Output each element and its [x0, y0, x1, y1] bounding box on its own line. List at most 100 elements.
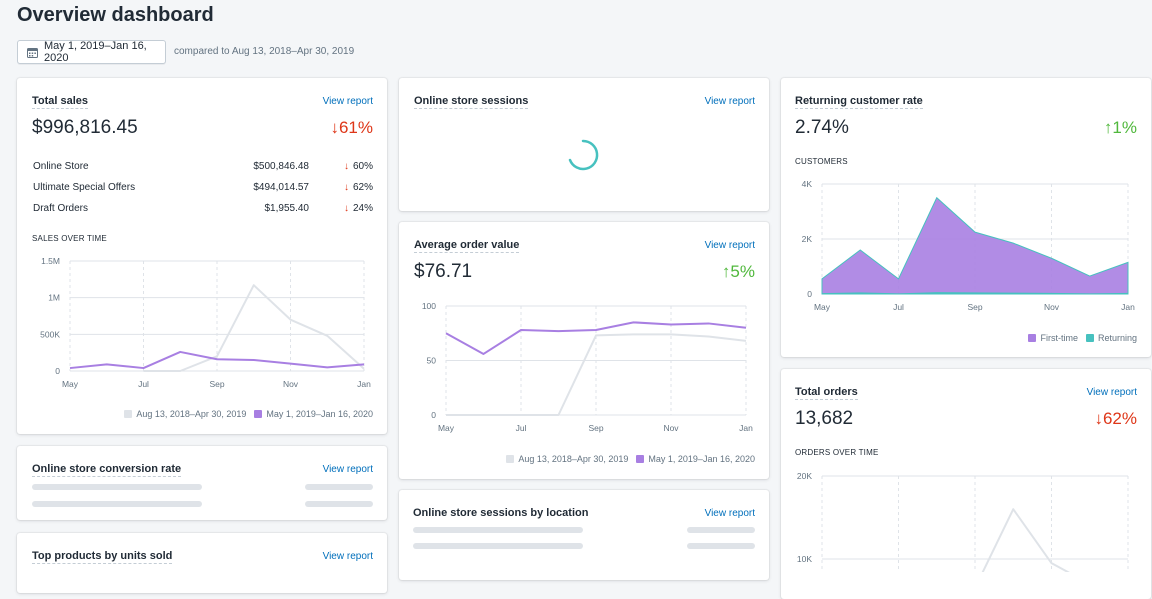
channel-row: Ultimate Special Offers $494,014.57 ↓ 62%	[33, 182, 373, 196]
series-line	[445, 321, 747, 355]
view-report-link[interactable]: View report	[704, 240, 755, 251]
page-title: Overview dashboard	[17, 4, 214, 26]
channel-value: $494,014.57	[253, 182, 309, 193]
orders-chart: 10K 20K	[797, 471, 1129, 572]
aov-value: $76.71	[414, 261, 473, 282]
loading-skeleton	[32, 501, 202, 507]
x-tick-label: Sep	[588, 423, 603, 433]
compare-text: compared to Aug 13, 2018–Apr 30, 2019	[174, 46, 355, 57]
total-orders-card: Total orders View report 13,682 ↓62% ORD…	[781, 369, 1151, 599]
arrow-down-icon: ↓	[343, 203, 349, 214]
y-tick-label: 20K	[797, 471, 812, 481]
view-report-link[interactable]: View report	[322, 96, 373, 107]
y-tick-label: 4K	[802, 179, 813, 189]
legend-label: May 1, 2019–Jan 16, 2020	[648, 454, 755, 464]
x-tick-label: Nov	[283, 379, 299, 389]
channel-name: Ultimate Special Offers	[33, 182, 136, 193]
y-tick-label: 2K	[802, 234, 813, 244]
loading-skeleton	[305, 501, 373, 507]
view-report-link[interactable]: View report	[1086, 387, 1137, 398]
channel-delta: ↓ 62%	[343, 182, 373, 193]
series-line	[446, 333, 747, 416]
series-area	[821, 196, 1129, 295]
legend-label: Aug 13, 2018–Apr 30, 2019	[136, 409, 247, 419]
arrow-down-icon: ↓	[343, 161, 349, 172]
channel-value: $1,955.40	[264, 203, 310, 214]
aov-chart: 0 50 100 May Jul Sep Nov Jan	[422, 301, 753, 433]
card-title: Average order value	[414, 239, 520, 253]
aov-delta: ↑5%	[721, 262, 755, 281]
card-title: Returning customer rate	[795, 95, 923, 109]
x-tick-label: Nov	[663, 423, 679, 433]
returning-customer-rate-card: Returning customer rate 2.74% ↑1% CUSTOM…	[781, 78, 1151, 357]
loading-skeleton	[687, 543, 755, 549]
y-tick-label: 50	[427, 356, 437, 366]
chart-heading: SALES OVER TIME	[32, 234, 107, 243]
arrow-down-icon: ↓	[1094, 409, 1103, 428]
loading-skeleton	[687, 527, 755, 533]
legend-swatch	[506, 455, 515, 463]
conversion-rate-card: Online store conversion rate View report	[17, 446, 387, 520]
y-tick-label: 0	[431, 410, 436, 420]
card-title: Online store sessions	[414, 95, 529, 109]
legend-label: Aug 13, 2018–Apr 30, 2019	[518, 454, 629, 464]
y-tick-label: 0	[807, 289, 812, 299]
card-title: Total orders	[795, 386, 858, 400]
x-tick-label: Jul	[893, 302, 904, 312]
total-sales-value: $996,816.45	[32, 117, 138, 138]
channel-name: Draft Orders	[33, 203, 89, 214]
date-range-button[interactable]: May 1, 2019–Jan 16, 2020	[17, 40, 166, 64]
channel-delta: ↓ 60%	[343, 161, 373, 172]
chart-heading: CUSTOMERS	[795, 157, 848, 166]
loading-skeleton	[413, 543, 583, 549]
card-title: Top products by units sold	[32, 550, 173, 564]
x-tick-label: Jan	[739, 423, 753, 433]
average-order-value-card: Average order value View report $76.71 ↑…	[399, 222, 769, 479]
customers-chart: 0 2K 4K May Jul Sep Nov Jan	[802, 179, 1136, 312]
total-sales-delta: ↓61%	[330, 118, 373, 137]
arrow-down-icon: ↓	[330, 118, 339, 137]
total-orders-value: 13,682	[795, 408, 854, 429]
x-tick-label: May	[62, 379, 79, 389]
view-report-link[interactable]: View report	[704, 96, 755, 107]
x-tick-label: Sep	[967, 302, 982, 312]
channel-delta: ↓ 24%	[343, 203, 373, 214]
channel-value: $500,846.48	[253, 161, 309, 172]
channel-row: Draft Orders $1,955.40 ↓ 24%	[33, 203, 373, 217]
sessions-by-location-card: Online store sessions by location View r…	[399, 490, 769, 580]
top-products-card: Top products by units sold View report	[17, 533, 387, 593]
arrow-up-icon: ↑	[721, 262, 731, 281]
card-title: Total sales	[32, 95, 89, 109]
x-tick-label: Jan	[1121, 302, 1135, 312]
view-report-link[interactable]: View report	[704, 508, 755, 519]
loading-spinner-icon	[568, 139, 599, 171]
view-report-link[interactable]: View report	[322, 551, 373, 562]
channel-row: Online Store $500,846.48 ↓ 60%	[33, 161, 373, 175]
aov-legend: Aug 13, 2018–Apr 30, 2019 May 1, 2019–Ja…	[506, 454, 755, 464]
returning-rate-delta: ↑1%	[1103, 118, 1137, 137]
legend-swatch	[1028, 334, 1037, 342]
y-tick-label: 1.5M	[41, 256, 60, 266]
loading-skeleton	[305, 484, 373, 490]
series-line	[69, 350, 365, 370]
x-tick-label: Jul	[138, 379, 149, 389]
calendar-icon	[27, 47, 38, 58]
card-title: Online store sessions by location	[413, 507, 589, 519]
series-line	[981, 508, 1070, 572]
series-line	[143, 284, 365, 372]
legend-swatch	[254, 410, 263, 418]
y-tick-label: 100	[422, 301, 436, 311]
legend-swatch	[1085, 334, 1094, 342]
y-tick-label: 500K	[40, 329, 60, 339]
x-tick-label: Jul	[516, 423, 527, 433]
x-tick-label: May	[438, 423, 455, 433]
channel-name: Online Store	[33, 161, 89, 172]
x-tick-label: Nov	[1044, 302, 1060, 312]
date-range-label: May 1, 2019–Jan 16, 2020	[44, 40, 147, 64]
view-report-link[interactable]: View report	[322, 464, 373, 475]
chart-heading: ORDERS OVER TIME	[795, 448, 879, 457]
legend-label: Returning	[1097, 333, 1137, 343]
legend-swatch	[124, 410, 133, 418]
x-tick-label: May	[814, 302, 831, 312]
card-title: Online store conversion rate	[32, 463, 182, 477]
